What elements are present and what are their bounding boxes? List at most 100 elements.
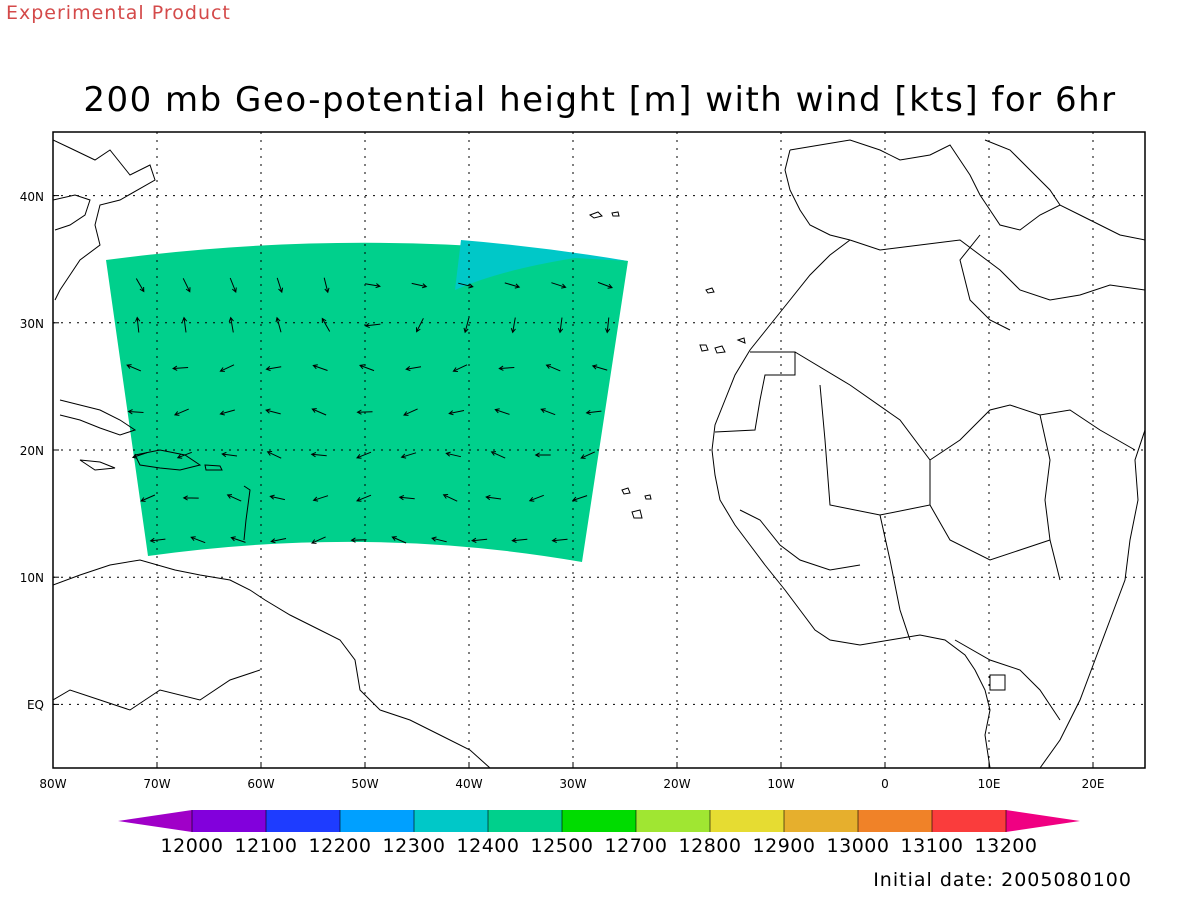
- wind-arrow: [528, 494, 544, 502]
- wind-arrow: [173, 408, 189, 416]
- colorbar-label: 13100: [901, 835, 964, 857]
- axis-ticks: [52, 195, 1094, 768]
- wind-arrow: [557, 317, 564, 334]
- colorbar-swatch: [266, 810, 340, 832]
- colorbar-labels: 12000 12100 12200 12300 12400 12500 1270…: [161, 835, 1038, 857]
- lat-tick-label: 10N: [20, 571, 44, 585]
- wind-arrow: [226, 494, 242, 502]
- initial-date-label: Initial date: 2005080100: [873, 869, 1132, 891]
- colorbar-swatch: [710, 810, 784, 832]
- colorbar-label: 12000: [161, 835, 224, 857]
- lon-tick-label: 60W: [247, 777, 274, 791]
- wind-arrow: [135, 278, 145, 293]
- wind-arrow: [485, 494, 502, 501]
- graticule: [53, 132, 1145, 768]
- wind-arrow: [400, 452, 417, 459]
- wind-arrow: [229, 277, 237, 293]
- wind-arrow: [312, 495, 329, 502]
- colorbar-label: 12300: [383, 835, 446, 857]
- wind-arrow: [452, 364, 468, 372]
- colorbar-label: 13200: [975, 835, 1038, 857]
- wind-arrow: [540, 408, 556, 416]
- wind-arrow: [411, 282, 428, 289]
- coastlines: [53, 139, 1145, 768]
- wind-arrow: [463, 317, 470, 334]
- colorbar-swatch: [562, 810, 636, 832]
- wind-arrow: [442, 494, 458, 502]
- wind-arrow: [176, 451, 192, 459]
- colorbar-swatch: [414, 810, 488, 832]
- wind-vectors: [126, 277, 613, 544]
- colorbar-swatch: [858, 810, 932, 832]
- wind-arrow: [494, 408, 510, 415]
- lat-tick-label: EQ: [27, 698, 44, 712]
- wind-arrow: [269, 494, 286, 501]
- lat-tick-label: 30N: [20, 317, 44, 331]
- wind-arrow: [172, 365, 189, 371]
- colorbar-swatch: [340, 810, 414, 832]
- wind-arrow: [265, 408, 281, 415]
- lon-tick-label: 30W: [559, 777, 586, 791]
- wind-arrow: [275, 316, 282, 333]
- lon-tick-label: 0: [881, 777, 889, 791]
- lon-tick-label: 10E: [978, 777, 1001, 791]
- map-title: 200 mb Geo-potential height [m] with win…: [83, 80, 1117, 120]
- map-area: [53, 132, 1145, 768]
- wind-arrow: [405, 366, 422, 372]
- colorbar-label: 12400: [457, 835, 520, 857]
- colorbar-label: 12200: [309, 835, 372, 857]
- wind-arrow: [228, 316, 234, 333]
- wind-arrow: [591, 364, 608, 371]
- wind-arrow: [321, 317, 331, 332]
- wind-arrow: [350, 537, 367, 543]
- experimental-product-label: Experimental Product: [6, 2, 231, 24]
- height-field-12400: [455, 240, 628, 290]
- wind-arrow: [605, 317, 611, 334]
- wind-arrow: [182, 495, 199, 501]
- wind-arrow: [219, 364, 235, 372]
- wind-arrow: [510, 317, 516, 334]
- wind-arrow: [323, 277, 330, 294]
- colorbar-label: 12800: [679, 835, 742, 857]
- wind-arrow: [504, 282, 521, 289]
- wind-arrow: [127, 409, 144, 415]
- lat-tick-label: 20N: [20, 444, 44, 458]
- wind-arrow: [266, 451, 282, 459]
- wind-arrow: [403, 408, 418, 416]
- lon-tick-label: 10W: [767, 777, 794, 791]
- wind-arrow: [182, 278, 191, 293]
- wind-arrow: [311, 408, 327, 416]
- wind-arrow: [498, 365, 515, 371]
- lon-tick-label: 80W: [39, 777, 66, 791]
- wind-arrow: [270, 538, 287, 544]
- wind-arrow: [431, 536, 447, 543]
- lat-tick-labels: 40N 30N 20N 10N EQ: [20, 190, 44, 712]
- lon-tick-label: 40W: [455, 777, 482, 791]
- wind-arrow: [490, 451, 506, 459]
- lon-tick-label: 70W: [143, 777, 170, 791]
- wind-arrow: [359, 364, 375, 372]
- wind-arrow: [135, 316, 141, 333]
- lon-tick-label: 20E: [1082, 777, 1105, 791]
- wind-arrow: [365, 283, 381, 289]
- wind-arrow: [585, 409, 602, 416]
- wind-arrow: [580, 451, 596, 459]
- wind-arrow: [356, 451, 372, 459]
- wind-arrow: [545, 364, 561, 372]
- wind-arrow: [356, 409, 373, 415]
- height-field-12500: [106, 242, 628, 563]
- colorbar: [118, 810, 1080, 832]
- wind-arrow: [181, 316, 188, 333]
- wind-arrow: [131, 452, 148, 459]
- wind-arrow: [364, 322, 381, 329]
- colorbar-swatch: [932, 810, 1006, 832]
- colorbar-swatch-low-triangle: [118, 810, 192, 832]
- wind-arrow: [416, 318, 424, 333]
- wind-arrow: [458, 282, 474, 289]
- lon-tick-label: 20W: [663, 777, 690, 791]
- wind-arrow: [310, 452, 327, 458]
- wind-arrow: [511, 537, 528, 543]
- wind-arrow: [190, 536, 206, 544]
- wind-arrow: [221, 451, 238, 458]
